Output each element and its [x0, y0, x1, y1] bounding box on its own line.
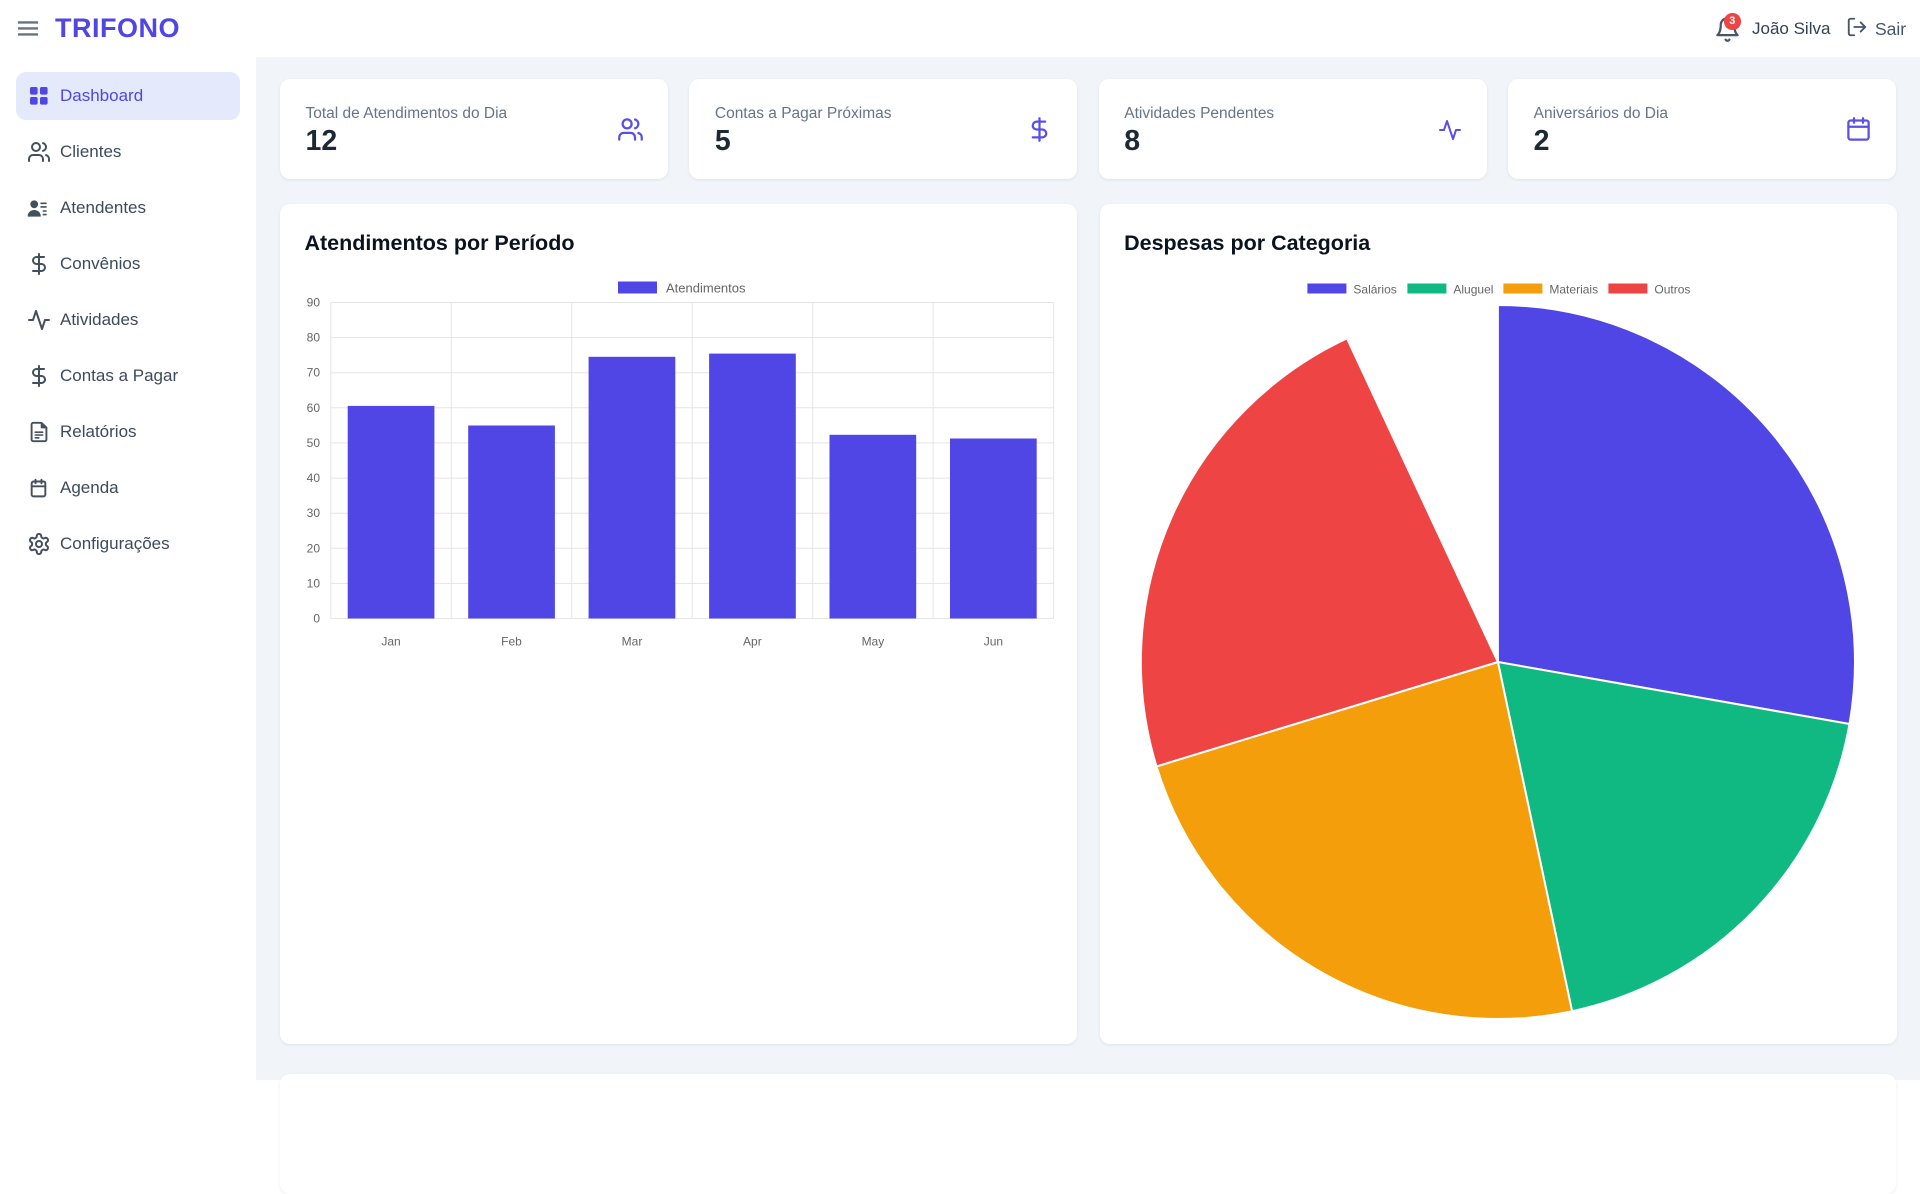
svg-text:80: 80 — [307, 330, 321, 344]
svg-text:May: May — [862, 634, 885, 648]
svg-text:40: 40 — [307, 471, 321, 485]
svg-text:Jan: Jan — [381, 634, 400, 648]
svg-text:10: 10 — [307, 576, 321, 590]
svg-text:30: 30 — [307, 506, 321, 520]
svg-text:Feb: Feb — [501, 634, 522, 648]
svg-text:Jun: Jun — [984, 634, 1003, 648]
svg-text:Mar: Mar — [622, 634, 643, 648]
svg-text:0: 0 — [313, 611, 320, 625]
svg-text:Apr: Apr — [743, 634, 762, 648]
svg-text:Atendimentos: Atendimentos — [666, 280, 746, 295]
svg-text:Aluguel: Aluguel — [1453, 282, 1493, 296]
svg-text:70: 70 — [307, 365, 321, 379]
svg-text:90: 90 — [307, 295, 321, 309]
svg-text:50: 50 — [307, 435, 321, 449]
svg-text:Salários: Salários — [1353, 282, 1396, 296]
svg-text:Outros: Outros — [1654, 282, 1690, 296]
svg-text:20: 20 — [307, 541, 321, 555]
svg-text:60: 60 — [307, 400, 321, 414]
svg-text:Materiais: Materiais — [1549, 282, 1598, 296]
